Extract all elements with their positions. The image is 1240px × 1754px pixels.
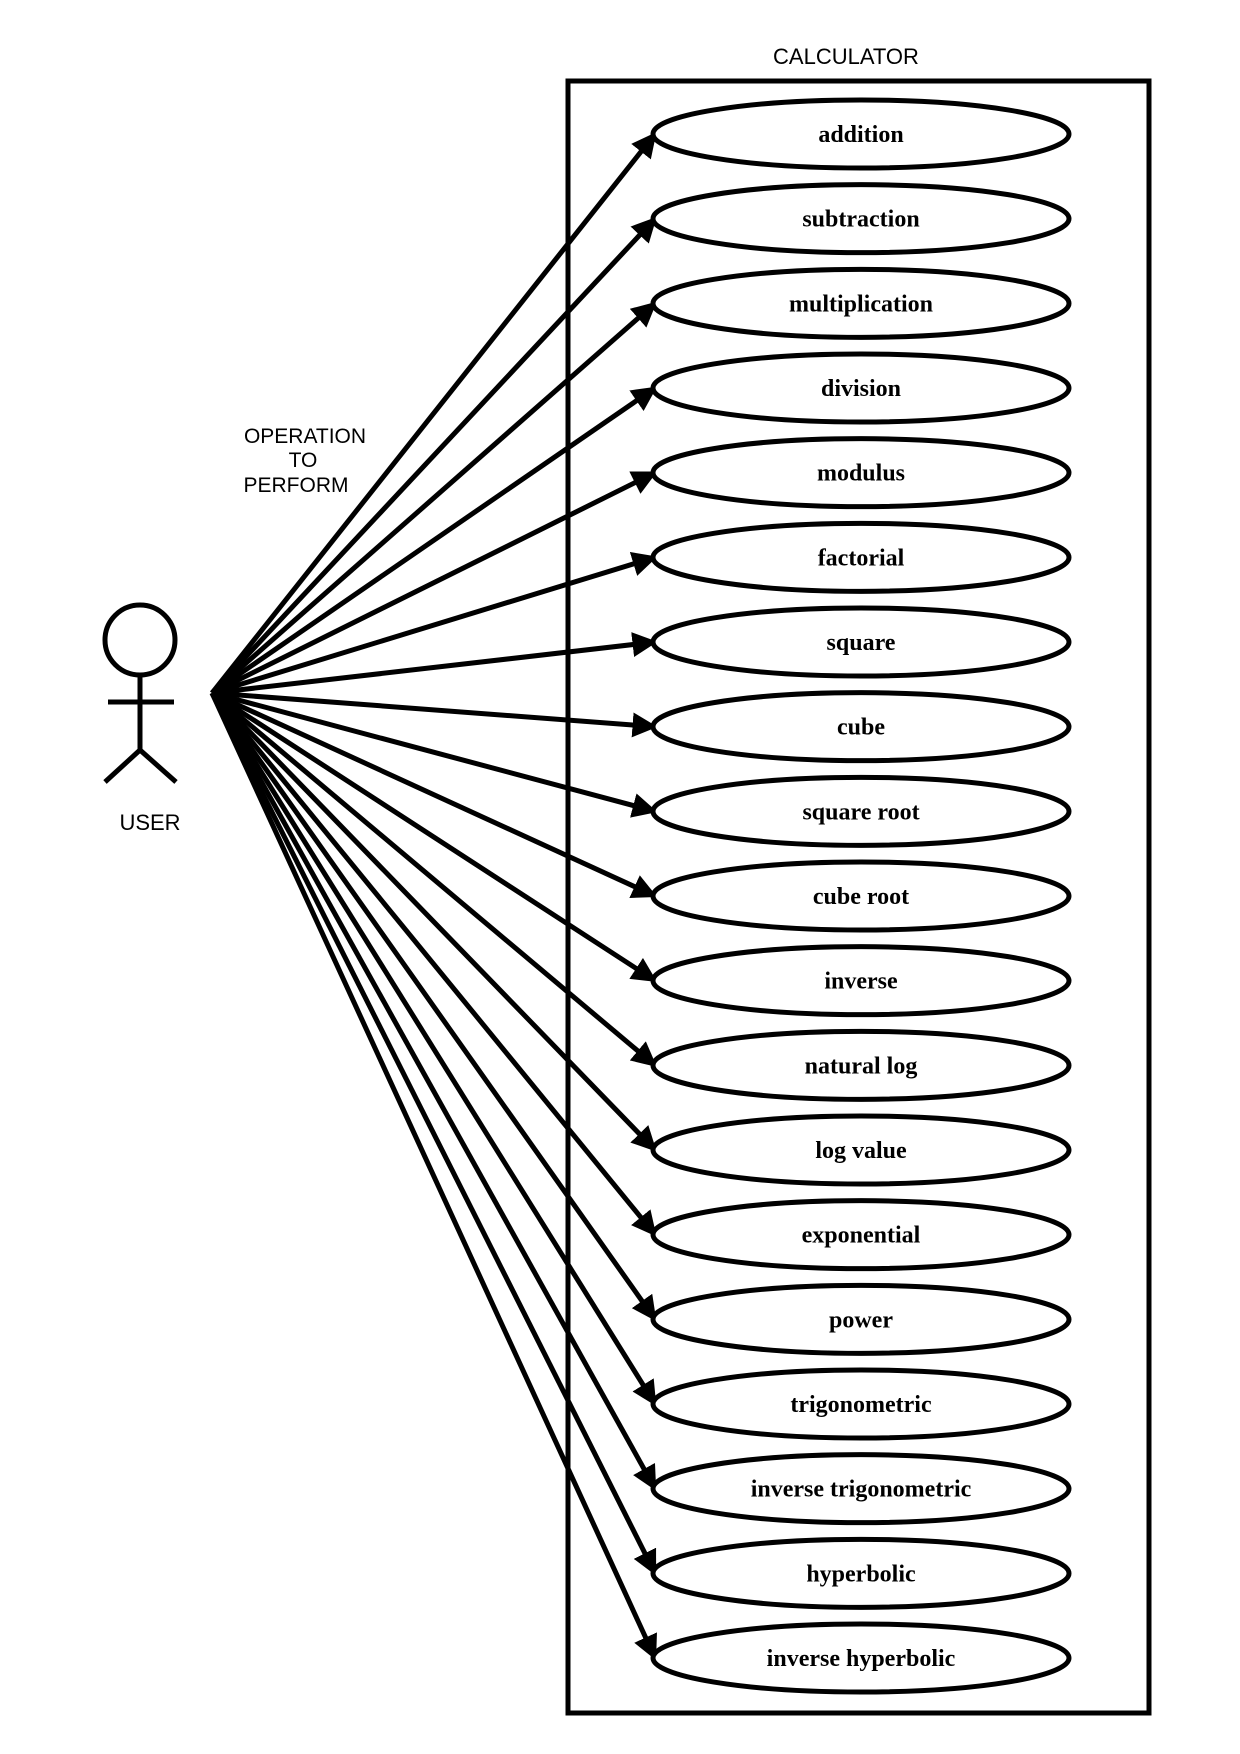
association-arrow xyxy=(211,690,658,818)
use-case-label: log value xyxy=(815,1138,907,1164)
use-case-ellipse xyxy=(650,1113,1072,1187)
use-case-label: inverse hyperbolic xyxy=(767,1646,956,1672)
association-arrows xyxy=(209,132,658,1661)
system-boundary xyxy=(565,78,1152,1716)
use-case-ellipse xyxy=(650,182,1072,256)
use-case-label: inverse trigonometric xyxy=(751,1477,972,1503)
use-case-ellipse xyxy=(650,520,1072,594)
use-case: cube xyxy=(650,690,1072,764)
use-case-ellipse xyxy=(650,1452,1072,1526)
use-case: square xyxy=(650,605,1072,679)
use-case-label: inverse xyxy=(824,969,898,995)
association-arrow xyxy=(210,691,657,1068)
use-case-ellipse xyxy=(650,266,1072,340)
use-case: inverse trigonometric xyxy=(650,1452,1072,1526)
use-case: log value xyxy=(650,1113,1072,1187)
stick-figure-icon xyxy=(102,602,178,784)
use-case: multiplication xyxy=(650,266,1072,340)
system-title: CALCULATOR xyxy=(773,44,919,69)
association-arrow xyxy=(210,216,657,695)
association-arrow xyxy=(209,691,658,1322)
note-line: TO xyxy=(289,449,318,472)
use-case-label: exponential xyxy=(802,1223,921,1249)
use-case-ellipse xyxy=(650,97,1072,171)
association-arrow xyxy=(210,385,658,696)
use-case: exponential xyxy=(650,1198,1072,1272)
note-line: PERFORM xyxy=(244,474,349,497)
association-arrow xyxy=(210,691,657,1152)
association-arrow xyxy=(210,691,657,1237)
association-arrow xyxy=(210,132,657,695)
association-arrow xyxy=(211,551,658,696)
association-arrow xyxy=(209,691,658,1491)
use-case-ellipse xyxy=(650,436,1072,510)
use-case-label: square root xyxy=(802,799,919,825)
association-arrow xyxy=(209,691,658,1661)
use-case: power xyxy=(650,1282,1072,1356)
use-case-ellipse xyxy=(650,1621,1072,1695)
use-case: inverse xyxy=(650,944,1072,1018)
use-case-list: addition subtraction multiplication divisio… xyxy=(650,97,1072,1695)
use-case: cube root xyxy=(650,859,1072,933)
use-case-label: addition xyxy=(818,122,903,148)
use-case: trigonometric xyxy=(650,1367,1072,1441)
use-case-label: division xyxy=(821,376,901,402)
use-case: square root xyxy=(650,774,1072,848)
note-line: OPERATION xyxy=(244,425,366,448)
use-case-ellipse xyxy=(650,1028,1072,1102)
actor-label: USER xyxy=(119,810,180,835)
association-arrow xyxy=(210,690,658,983)
use-case-ellipse xyxy=(650,774,1072,848)
association-note: OPERATION TO PERFORM xyxy=(244,425,367,497)
association-arrow xyxy=(210,470,658,696)
use-case-label: factorial xyxy=(818,545,905,571)
use-case-label: power xyxy=(829,1307,893,1333)
association-arrow xyxy=(209,691,658,1407)
use-case-label: modulus xyxy=(817,461,905,487)
use-case-ellipse xyxy=(650,351,1072,425)
use-case: factorial xyxy=(650,520,1072,594)
use-case-label: cube xyxy=(837,715,885,741)
use-case-label: multiplication xyxy=(789,291,933,317)
use-case-ellipse xyxy=(650,944,1072,1018)
use-case: addition xyxy=(650,97,1072,171)
use-case: subtraction xyxy=(650,182,1072,256)
use-case-label: natural log xyxy=(805,1053,918,1079)
use-case-label: trigonometric xyxy=(790,1392,932,1418)
use-case-label: square xyxy=(827,630,896,656)
use-case: natural log xyxy=(650,1028,1072,1102)
use-case-label: subtraction xyxy=(802,207,919,233)
use-case-ellipse xyxy=(650,690,1072,764)
use-case-label: hyperbolic xyxy=(806,1561,916,1587)
use-case-ellipse xyxy=(650,1282,1072,1356)
use-case: modulus xyxy=(650,436,1072,510)
use-case-label: cube root xyxy=(813,884,909,910)
use-case: inverse hyperbolic xyxy=(650,1621,1072,1695)
association-arrow xyxy=(209,691,658,1576)
use-case: hyperbolic xyxy=(650,1536,1072,1610)
association-arrow xyxy=(211,690,658,738)
association-arrow xyxy=(210,301,657,695)
use-case-ellipse xyxy=(650,1198,1072,1272)
association-arrow xyxy=(211,632,658,696)
use-case-ellipse xyxy=(650,1536,1072,1610)
use-case-ellipse xyxy=(650,1367,1072,1441)
use-case: division xyxy=(650,351,1072,425)
use-case-ellipse xyxy=(650,605,1072,679)
use-case-ellipse xyxy=(650,859,1072,933)
association-arrow xyxy=(210,690,658,899)
